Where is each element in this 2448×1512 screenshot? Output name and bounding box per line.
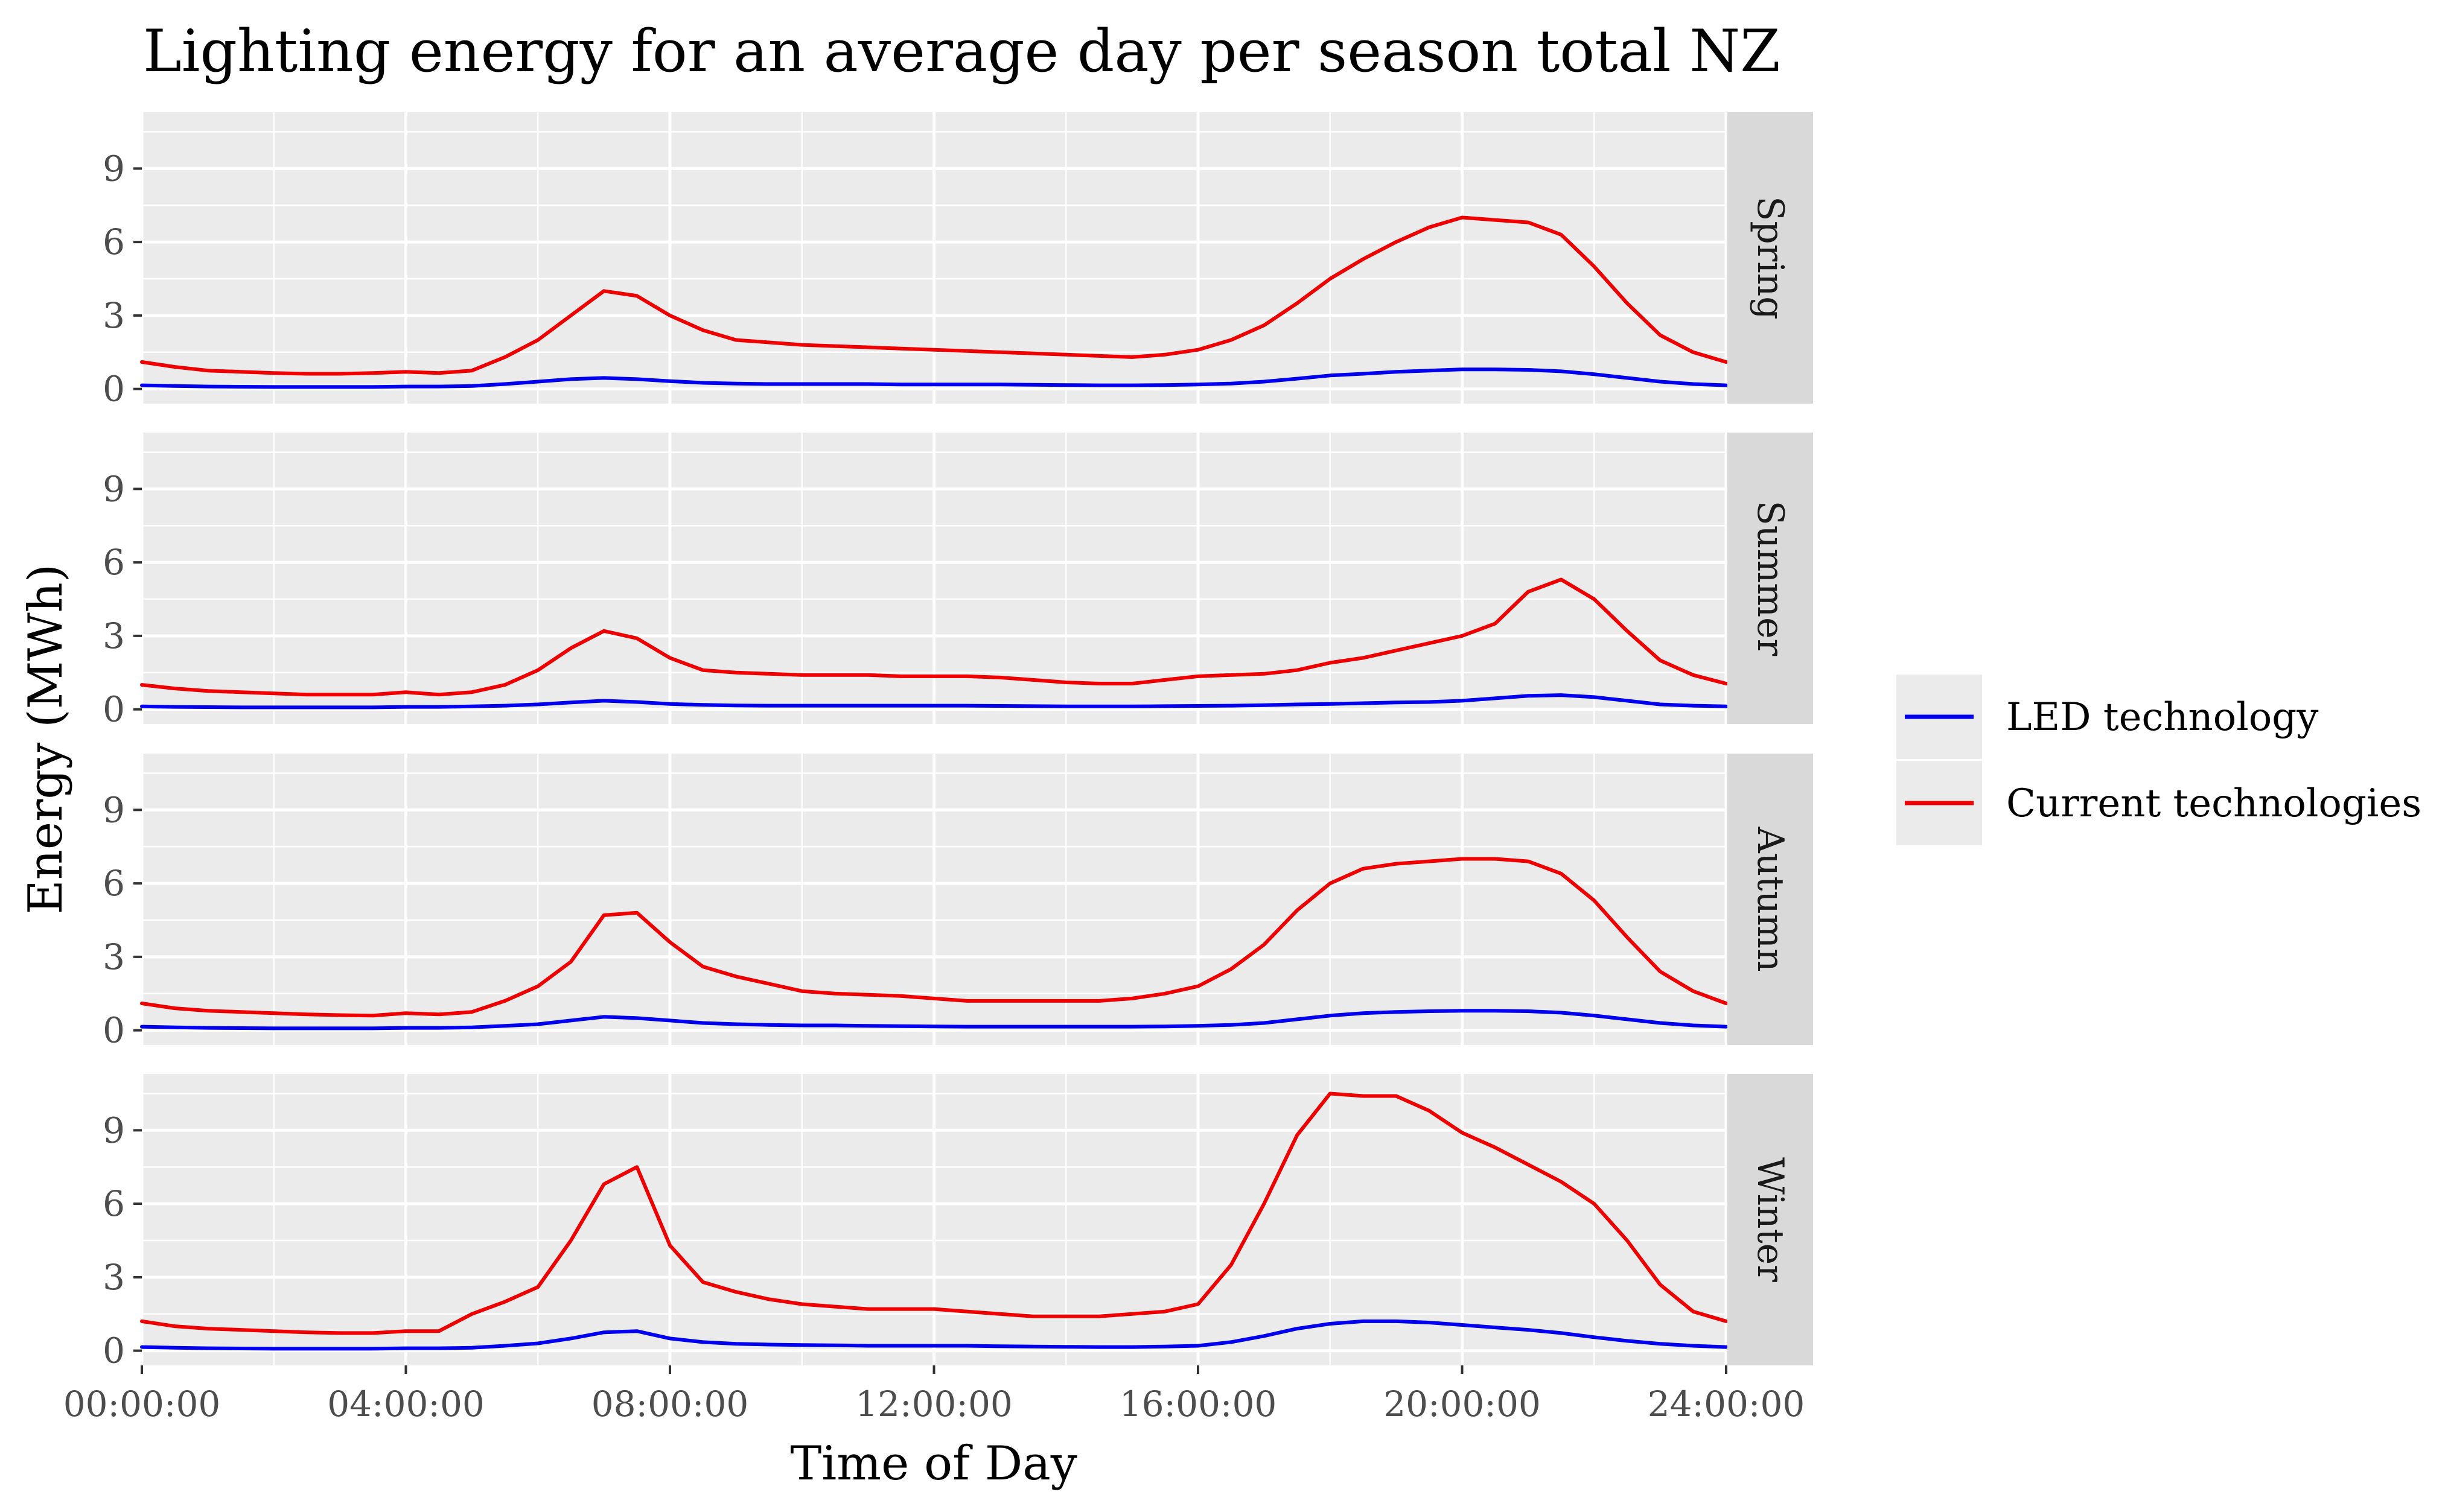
y-tick-label: 6: [103, 863, 125, 904]
series-line-led-technology: [140, 1319, 1728, 1351]
series-line-current-technologies: [140, 857, 1728, 1018]
y-tick-label: 0: [103, 369, 125, 410]
y-tick-label: 0: [103, 1010, 125, 1051]
x-tick-label: 20:00:00: [1383, 1383, 1541, 1425]
facet-strip-autumn: [1727, 754, 1813, 1045]
y-tick-label: 9: [103, 789, 125, 830]
series-line-current-technologies: [140, 1091, 1728, 1335]
y-tick-label: 3: [103, 1257, 125, 1298]
panel-autumn: 0 3 6 9 Autumn: [103, 754, 1813, 1051]
y-tick-label: 6: [103, 1183, 125, 1224]
facet-label-summer: Summer: [1749, 501, 1791, 656]
x-tick-label: 00:00:00: [63, 1383, 221, 1425]
chart-title: Lighting energy for an average day per s…: [143, 17, 1780, 85]
facet-strip-summer: [1727, 433, 1813, 724]
facet-panels: 0 3 6 9 Spring 0 3 6 9 Summer 0 3 6 9 Autumn 0 3 6 9 Winter: [103, 112, 1813, 1371]
y-axis-title: Energy (MWh): [19, 564, 73, 915]
series-line-led-technology: [140, 693, 1728, 710]
x-axis: 00:00:00 04:00:00 08:00:00 12:00:00 16:00:00…: [63, 1365, 1805, 1425]
legend-item-led-technology: LED technology: [1896, 675, 2318, 759]
x-tick-label: 16:00:00: [1120, 1383, 1277, 1425]
y-tick-label: 9: [103, 148, 125, 189]
facet-strip-spring: [1727, 112, 1813, 404]
panel-winter: 0 3 6 9 Winter: [103, 1074, 1813, 1371]
legend-item-current-technologies: Current technologies: [1896, 761, 2421, 845]
y-tick-label: 3: [103, 936, 125, 977]
y-tick-label: 0: [103, 1330, 125, 1371]
x-tick-label: 12:00:00: [855, 1383, 1013, 1425]
x-axis-title: Time of Day: [790, 1437, 1077, 1491]
panel-spring: 0 3 6 9 Spring: [103, 112, 1813, 410]
y-tick-label: 9: [103, 468, 125, 509]
series-line-led-technology: [140, 1009, 1728, 1031]
facet-label-winter: Winter: [1749, 1157, 1791, 1282]
legend: LED technology Current technologies: [1896, 675, 2421, 845]
y-tick-label: 6: [103, 542, 125, 583]
x-tick-label: 24:00:00: [1648, 1383, 1805, 1425]
y-tick-label: 0: [103, 689, 125, 730]
x-tick-label: 04:00:00: [327, 1383, 485, 1425]
series-line-current-technologies: [140, 577, 1728, 697]
facet-label-spring: Spring: [1749, 196, 1791, 319]
series-line-current-technologies: [140, 215, 1728, 376]
series-line-led-technology: [140, 367, 1728, 389]
legend-label: LED technology: [2006, 695, 2318, 740]
panel-summer: 0 3 6 9 Summer: [103, 433, 1813, 730]
facet-strip-winter: [1727, 1074, 1813, 1365]
x-tick-label: 08:00:00: [591, 1383, 749, 1425]
y-tick-label: 3: [103, 615, 125, 656]
facet-label-autumn: Autumn: [1749, 826, 1791, 971]
legend-label: Current technologies: [2006, 781, 2421, 826]
y-tick-label: 6: [103, 221, 125, 262]
y-tick-label: 3: [103, 295, 125, 336]
y-tick-label: 9: [103, 1110, 125, 1151]
